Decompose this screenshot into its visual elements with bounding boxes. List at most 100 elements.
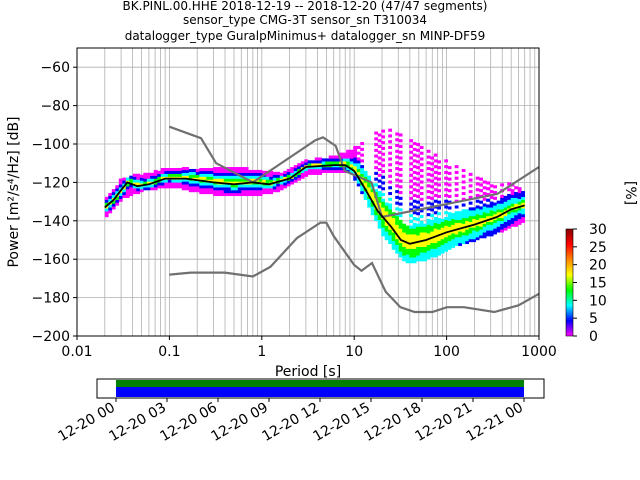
density-cell: [486, 224, 490, 228]
density-cell: [426, 241, 431, 245]
density-cell: [465, 209, 470, 213]
density-cell: [437, 226, 442, 230]
density-cell: [314, 166, 319, 170]
density-cell: [360, 147, 365, 151]
density-cell: [202, 185, 207, 189]
density-cell: [426, 155, 431, 159]
density-cell: [220, 169, 225, 173]
density-cell: [244, 175, 249, 179]
density-cell: [486, 233, 490, 237]
density-cell: [517, 198, 522, 202]
density-cell: [150, 187, 155, 191]
density-cell: [195, 177, 200, 181]
density-cell: [468, 221, 473, 225]
density-cell: [171, 170, 176, 174]
density-cell: [377, 185, 382, 189]
density-cell: [244, 167, 249, 171]
density-cell: [507, 205, 511, 209]
density-cell: [132, 176, 137, 180]
density-cell: [447, 232, 452, 236]
density-cell: [244, 172, 249, 176]
density-cell: [437, 217, 442, 221]
density-cell: [409, 185, 414, 189]
density-cell: [437, 194, 442, 198]
density-cell: [416, 223, 421, 227]
density-cell: [426, 178, 431, 182]
density-cell: [482, 220, 487, 224]
density-cell: [433, 222, 438, 226]
density-cell: [517, 207, 522, 211]
density-cell: [381, 181, 386, 185]
density-cell: [419, 238, 424, 242]
density-cell: [381, 204, 386, 208]
density-cell: [402, 243, 407, 247]
density-cell: [265, 179, 270, 183]
density-cell: [300, 175, 305, 179]
time-tick-label: 12-20 09: [208, 400, 271, 445]
density-cell: [521, 202, 525, 206]
density-cell: [482, 217, 487, 221]
density-cell: [433, 199, 438, 203]
density-cell: [328, 158, 333, 162]
density-cell: [486, 204, 490, 208]
density-cell: [349, 164, 354, 168]
density-cell: [143, 184, 148, 188]
density-cell: [507, 225, 511, 229]
density-cell: [454, 170, 459, 174]
density-cell: [409, 139, 414, 143]
density-cell: [451, 239, 456, 243]
density-cell: [482, 229, 487, 233]
density-cell: [412, 147, 417, 151]
density-cell: [251, 190, 256, 194]
density-cell: [426, 190, 431, 194]
density-cell: [496, 209, 501, 213]
density-cell: [458, 222, 463, 226]
density-cell: [122, 192, 127, 196]
density-cell: [136, 176, 141, 180]
density-cell: [227, 192, 232, 197]
density-cell: [192, 183, 197, 187]
density-cell: [248, 172, 253, 176]
density-cell: [451, 241, 456, 245]
density-cell: [374, 160, 379, 164]
density-cell: [482, 232, 487, 236]
density-cell: [489, 213, 494, 217]
density-cell: [521, 211, 525, 215]
density-cell: [461, 215, 466, 219]
x-tick-label: 1: [257, 344, 266, 360]
density-cell: [388, 145, 393, 149]
density-cell: [405, 248, 410, 252]
density-cell: [430, 251, 435, 255]
density-cell: [115, 188, 120, 192]
density-cell: [104, 214, 109, 218]
density-cell: [510, 212, 515, 216]
density-cell: [346, 155, 351, 159]
density-cell: [377, 222, 382, 226]
density-cell: [279, 181, 284, 185]
density-cell: [213, 167, 218, 171]
density-cell: [454, 211, 459, 215]
density-cell: [209, 188, 214, 192]
x-axis-ticks: 0.01 0.1 1 10 100 1000: [61, 336, 557, 360]
density-cell: [472, 239, 477, 243]
density-cell: [160, 176, 165, 180]
density-cell: [468, 216, 473, 220]
density-cell: [262, 170, 267, 174]
density-cell: [507, 211, 511, 215]
density-cell: [500, 229, 504, 233]
title-line-1: BK.PINL.00.HHE 2018-12-19 -- 2018-12-20 …: [123, 0, 488, 13]
density-cell: [486, 221, 490, 225]
density-cell: [251, 169, 256, 173]
density-cell: [213, 184, 218, 188]
density-cell: [111, 192, 116, 196]
density-cell: [202, 168, 207, 172]
density-cell: [426, 213, 431, 217]
density-cell: [279, 172, 284, 176]
density-cell: [374, 154, 379, 158]
density-cell: [335, 155, 340, 159]
density-cell: [475, 193, 480, 197]
density-cell: [146, 187, 151, 191]
density-cell: [269, 185, 274, 189]
density-cell: [503, 213, 508, 217]
y-tick-label: −200: [32, 329, 70, 345]
